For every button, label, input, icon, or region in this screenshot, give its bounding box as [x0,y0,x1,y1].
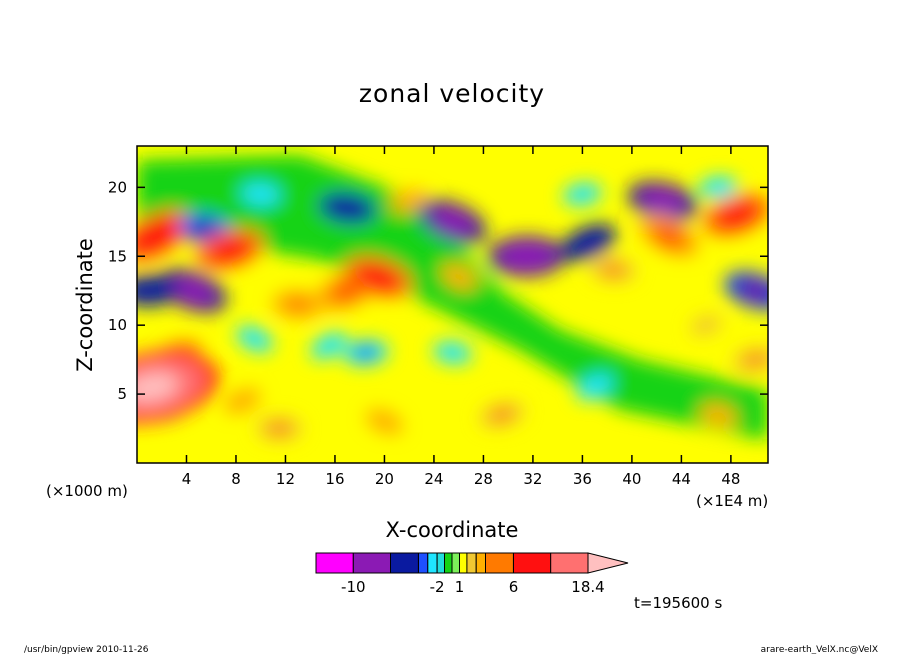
y-tick-label: 20 [108,178,127,196]
velocity-cell [490,408,514,422]
plot-frame [136,145,769,464]
x-tick-label: 4 [182,470,192,488]
velocity-cell [236,326,273,352]
x-tick-label: 28 [474,470,493,488]
colorbar-swatch [418,552,429,574]
velocity-cell [744,353,767,366]
velocity-cell [223,388,261,414]
velocity-cell [690,315,722,336]
x-tick-label: 20 [375,470,394,488]
colorbar-label: 1 [455,578,465,596]
colorbar-swatch [352,552,392,574]
velocity-cell [336,284,358,298]
y-tick-label: 15 [108,247,127,265]
velocity-cell [310,332,347,360]
colorbar-swatch [550,552,589,574]
velocity-cell [517,251,537,262]
velocity-cell [192,221,218,236]
velocity-cell [181,283,205,298]
velocity-cell [576,373,613,401]
x-tick-label: 24 [424,470,443,488]
velocity-cell [725,207,749,223]
velocity-cell [137,282,164,299]
velocity-cell [574,233,603,252]
velocity-cell [365,409,404,435]
velocity-cell [332,200,362,216]
velocity-cell [433,341,472,364]
velocity-cell [745,284,767,298]
velocity-band [137,155,768,440]
colorbar-swatch [390,552,419,574]
x-axis-ticks: 4 8 12 16 20 24 28 32 36 40 44 48 [182,146,740,488]
velocity-cell [366,269,390,284]
velocity-field [137,155,768,441]
y-axis-label: Z-coordinate [73,238,97,372]
velocity-cell [698,176,739,199]
velocity-cell [267,422,291,435]
colorbar-swatch [475,552,487,574]
velocity-cell [699,403,738,427]
colorbar [315,552,629,574]
colorbar-swatch [451,552,460,574]
colorbar-swatch [427,552,438,574]
colorbar-swatch [444,552,453,574]
x-axis-label: X-coordinate [386,518,519,542]
x-tick-label: 8 [231,470,241,488]
colorbar-swatch [485,552,514,574]
colorbar-label: -10 [341,578,366,596]
chart-title: zonal velocity [359,79,545,108]
x-unit-right: (×1E4 m) [696,492,768,510]
velocity-cell [651,194,675,208]
velocity-cell [440,263,477,291]
velocity-cell [354,346,378,359]
velocity-cell [218,242,242,257]
colorbar-swatch [459,552,468,574]
plot-area [137,146,768,463]
colorbar-swatch [436,552,446,574]
y-tick-label: 10 [108,316,127,334]
colorbar-swatch [513,552,552,574]
velocity-cell [659,228,679,243]
velocity-cell [390,189,429,213]
x-tick-label: 40 [622,470,641,488]
x-tick-label: 48 [721,470,740,488]
time-annotation: t=195600 s [634,594,722,612]
velocity-cell [284,297,311,312]
footer-left: /usr/bin/gpview 2010-11-26 [24,645,149,654]
footer-right: arare-earth_VelX.nc@VelX [761,645,878,654]
colorbar-label: 6 [509,578,519,596]
y-tick-label: 5 [117,385,127,403]
x-tick-label: 16 [325,470,344,488]
velocity-cell [601,263,625,277]
x-tick-label: 12 [276,470,295,488]
velocity-cell [146,229,165,243]
velocity-cell [441,214,464,230]
x-tick-label: 32 [523,470,542,488]
colorbar-swatch [315,552,354,574]
velocity-cell [241,183,281,206]
velocity-cell [138,379,166,395]
y-axis-ticks: 5 10 15 20 [108,178,768,403]
colorbar-labels: -10 -2 1 6 18.4 [341,578,605,596]
colorbar-label: 18.4 [571,578,604,596]
x-tick-label: 36 [573,470,592,488]
colorbar-label: -2 [430,578,445,596]
colorbar-swatch [466,552,477,574]
colorbar-arrow [587,552,629,574]
x-unit-left: (×1000 m) [46,482,128,500]
x-tick-label: 44 [672,470,691,488]
velocity-cell [563,183,602,206]
